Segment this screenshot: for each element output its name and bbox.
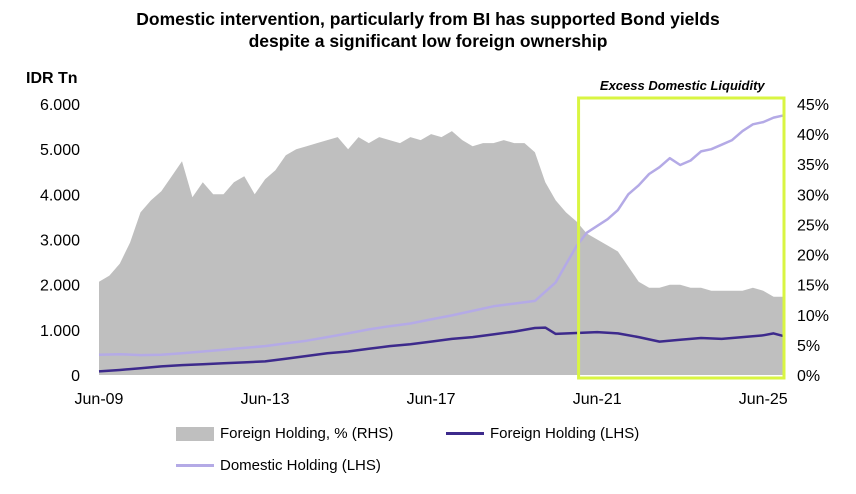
series-area-foreign-holding-pct bbox=[99, 131, 784, 375]
y2-tick-label: 30% bbox=[797, 187, 829, 204]
y2-tick-label: 15% bbox=[797, 278, 829, 295]
chart-title: Domestic intervention, particularly from… bbox=[0, 8, 856, 52]
legend-swatch-domestic-holding-lhs bbox=[176, 464, 214, 467]
y-tick-label: 0 bbox=[71, 368, 80, 385]
legend-swatch-foreign-holding-pct bbox=[176, 426, 214, 441]
y2-tick-label: 20% bbox=[797, 248, 829, 265]
chart-title-line-1: Domestic intervention, particularly from… bbox=[136, 9, 720, 29]
y2-tick-label: 25% bbox=[797, 217, 829, 234]
legend-item-foreign-holding-lhs: Foreign Holding (LHS) bbox=[446, 425, 639, 442]
y2-tick-label: 40% bbox=[797, 127, 829, 144]
y-tick-label: 2.000 bbox=[40, 278, 80, 295]
x-tick-label: Jun-21 bbox=[573, 391, 622, 408]
legend-item-domestic-holding-lhs: Domestic Holding (LHS) bbox=[176, 457, 381, 474]
y-tick-label: 1.000 bbox=[40, 323, 80, 340]
x-tick-label: Jun-09 bbox=[75, 391, 124, 408]
y-tick-label: 5.000 bbox=[40, 142, 80, 159]
series-line-domestic-holding-lhs bbox=[98, 114, 785, 357]
y2-tick-label: 5% bbox=[797, 338, 820, 355]
legend-label-domestic-holding-lhs: Domestic Holding (LHS) bbox=[220, 457, 381, 474]
y-tick-label: 4.000 bbox=[40, 187, 80, 204]
legend-label-foreign-holding-pct: Foreign Holding, % (RHS) bbox=[220, 425, 394, 442]
highlight-annotation: Excess Domestic Liquidity bbox=[600, 78, 765, 93]
x-tick-label: Jun-17 bbox=[407, 391, 456, 408]
highlight-box bbox=[577, 96, 786, 380]
legend-item-foreign-holding-pct: Foreign Holding, % (RHS) bbox=[176, 425, 393, 442]
y-axis-unit-label: IDR Tn bbox=[26, 70, 78, 87]
legend-label-foreign-holding-lhs: Foreign Holding (LHS) bbox=[490, 425, 640, 442]
y-tick-label: 6.000 bbox=[40, 97, 80, 114]
y2-tick-label: 0% bbox=[797, 368, 820, 385]
y2-tick-label: 35% bbox=[797, 157, 829, 174]
y2-tick-label: 45% bbox=[797, 97, 829, 114]
y-tick-label: 3.000 bbox=[40, 233, 80, 250]
y2-tick-label: 10% bbox=[797, 308, 829, 325]
series-line-foreign-holding-lhs bbox=[98, 326, 785, 373]
chart-title-line-2: despite a significant low foreign owners… bbox=[248, 31, 608, 51]
legend-swatch-foreign-holding-lhs bbox=[446, 432, 484, 435]
x-tick-label: Jun-13 bbox=[241, 391, 290, 408]
x-tick-label: Jun-25 bbox=[739, 391, 788, 408]
